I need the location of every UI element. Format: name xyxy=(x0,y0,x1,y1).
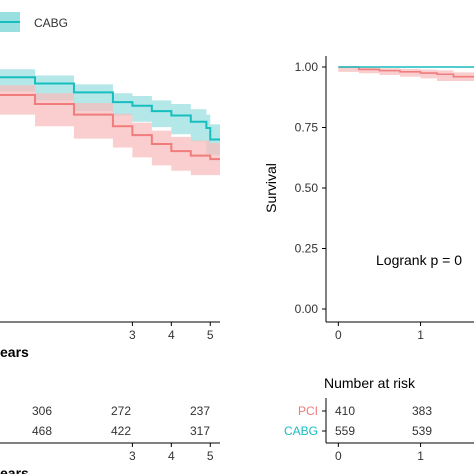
left-risk-pci-3: 306 xyxy=(32,404,52,418)
left-risk-table: 306 272 237 468 422 317 3 4 5 ears xyxy=(0,404,220,474)
right-x-tick-label-1: 1 xyxy=(417,328,424,342)
left-risk-tick-label-3: 3 xyxy=(129,449,136,463)
legend-label-cabg: CABG xyxy=(34,16,68,30)
left-risk-pci-4: 272 xyxy=(111,404,131,418)
right-survival-curve-pci xyxy=(338,66,474,78)
left-plot-area xyxy=(0,69,220,176)
left-risk-cabg-5: 317 xyxy=(190,424,210,438)
right-ci-band-pci xyxy=(338,67,474,82)
right-x-tick-label-0: 0 xyxy=(335,328,342,342)
right-y-ticks: 0.00 0.25 0.50 0.75 1.00 xyxy=(295,60,326,316)
right-risk-table: Number at risk PCI CABG 410 383 559 539 … xyxy=(284,375,474,463)
left-x-tick-label-4: 4 xyxy=(168,328,175,342)
left-risk-x-axis-label: ears xyxy=(0,465,29,474)
left-ci-band-cabg xyxy=(0,69,220,155)
right-risk-label-pci: PCI xyxy=(298,404,318,418)
right-risk-label-cabg: CABG xyxy=(284,424,318,438)
right-y-tick-label-0.50: 0.50 xyxy=(295,181,319,195)
right-risk-title: Number at risk xyxy=(324,375,416,391)
left-risk-pci-5: 237 xyxy=(190,404,210,418)
right-y-tick-label-0.25: 0.25 xyxy=(295,242,319,256)
right-plot-area xyxy=(338,66,474,82)
left-survival-curve-pci xyxy=(0,94,220,161)
left-survival-curve-cabg xyxy=(0,76,220,141)
left-x-tick-label-5: 5 xyxy=(207,328,214,342)
right-y-tick-label-0.75: 0.75 xyxy=(295,121,319,135)
left-risk-tick-label-5: 5 xyxy=(207,449,214,463)
left-risk-cabg-4: 422 xyxy=(111,424,131,438)
right-risk-tick-label-1: 1 xyxy=(417,449,424,463)
right-risk-cabg-1: 539 xyxy=(412,424,432,438)
left-x-ticks: 3 4 5 xyxy=(129,322,214,342)
left-risk-tick-label-4: 4 xyxy=(168,449,175,463)
right-logrank-annotation: Logrank p = 0 xyxy=(376,252,462,268)
right-risk-pci-0: 410 xyxy=(335,404,355,418)
right-risk-cabg-0: 559 xyxy=(335,424,355,438)
right-y-axis-label: Survival xyxy=(263,163,279,213)
right-risk-pci-1: 383 xyxy=(412,404,432,418)
left-risk-x-ticks: 3 4 5 xyxy=(129,443,214,463)
left-km-panel: 3 4 5 ears 306 272 237 468 422 317 3 4 5 ear… xyxy=(0,69,220,474)
right-y-tick-label-1.00: 1.00 xyxy=(295,60,319,74)
left-x-axis-label: ears xyxy=(0,344,29,360)
right-risk-tick-label-0: 0 xyxy=(335,449,342,463)
right-y-tick-label-0.00: 0.00 xyxy=(295,302,319,316)
left-ci-band-pci xyxy=(0,85,220,176)
left-x-tick-label-3: 3 xyxy=(129,328,136,342)
left-risk-cabg-3: 468 xyxy=(32,424,52,438)
legend: CABG xyxy=(0,12,68,32)
